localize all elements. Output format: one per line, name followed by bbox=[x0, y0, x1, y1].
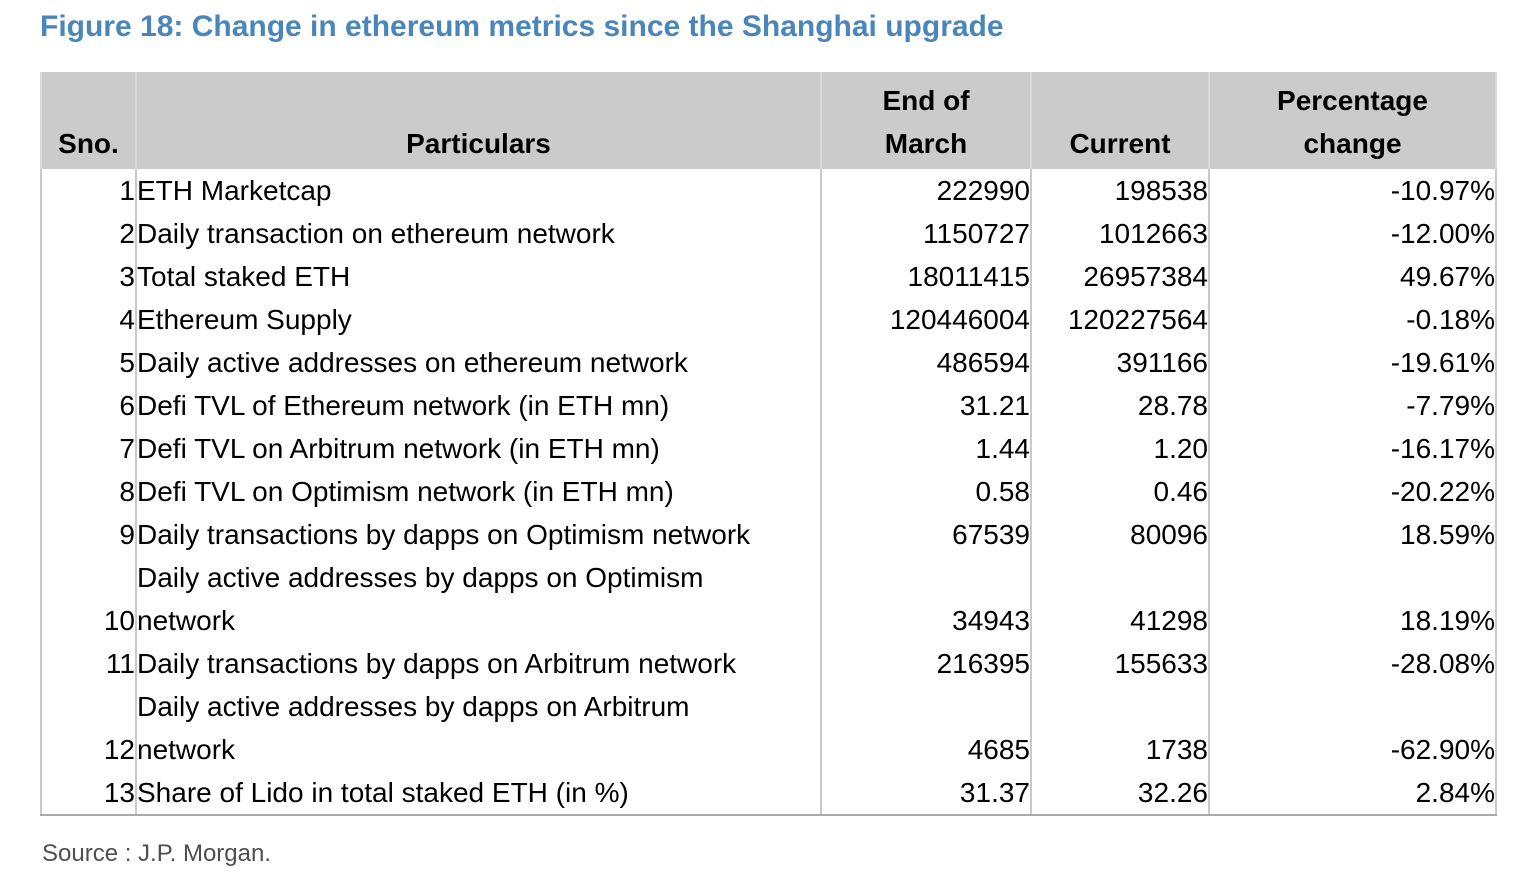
cell-pct-change: -12.00% bbox=[1208, 212, 1497, 255]
table-row: 9 Daily transactions by dapps on Optimis… bbox=[40, 513, 1497, 556]
table-row: 2 Daily transaction on ethereum network … bbox=[40, 212, 1497, 255]
table-row: 12 Daily active addresses by dapps on Ar… bbox=[40, 685, 1497, 771]
cell-end-of-march: 120446004 bbox=[820, 298, 1032, 341]
cell-current: 120227564 bbox=[1030, 298, 1210, 341]
table-row: 11 Daily transactions by dapps on Arbitr… bbox=[40, 642, 1497, 685]
cell-current: 155633 bbox=[1030, 642, 1210, 685]
cell-current: 1.20 bbox=[1030, 427, 1210, 470]
cell-pct-change: -0.18% bbox=[1208, 298, 1497, 341]
cell-current: 32.26 bbox=[1030, 771, 1210, 816]
cell-particulars: Daily active addresses by dapps on Optim… bbox=[135, 556, 822, 642]
cell-pct-change: -16.17% bbox=[1208, 427, 1497, 470]
cell-sno: 13 bbox=[40, 771, 137, 816]
cell-particulars: Share of Lido in total staked ETH (in %) bbox=[135, 771, 822, 816]
cell-current: 391166 bbox=[1030, 341, 1210, 384]
cell-pct-change: -28.08% bbox=[1208, 642, 1497, 685]
cell-end-of-march: 1.44 bbox=[820, 427, 1032, 470]
cell-sno: 8 bbox=[40, 470, 137, 513]
header-end-of-march: End of March bbox=[820, 72, 1032, 169]
cell-current: 0.46 bbox=[1030, 470, 1210, 513]
cell-end-of-march: 216395 bbox=[820, 642, 1032, 685]
cell-particulars: ETH Marketcap bbox=[135, 169, 822, 212]
cell-sno: 12 bbox=[40, 685, 137, 771]
table-row: 5 Daily active addresses on ethereum net… bbox=[40, 341, 1497, 384]
cell-particulars: Total staked ETH bbox=[135, 255, 822, 298]
cell-particulars: Defi TVL on Optimism network (in ETH mn) bbox=[135, 470, 822, 513]
cell-pct-change: 18.19% bbox=[1208, 556, 1497, 642]
cell-end-of-march: 34943 bbox=[820, 556, 1032, 642]
header-particulars: Particulars bbox=[135, 72, 822, 169]
cell-end-of-march: 31.37 bbox=[820, 771, 1032, 816]
cell-current: 1012663 bbox=[1030, 212, 1210, 255]
table-header-row: Sno. Particulars End of March Current Pe… bbox=[40, 72, 1497, 169]
cell-sno: 7 bbox=[40, 427, 137, 470]
cell-end-of-march: 31.21 bbox=[820, 384, 1032, 427]
cell-particulars: Daily transactions by dapps on Optimism … bbox=[135, 513, 822, 556]
cell-pct-change: -10.97% bbox=[1208, 169, 1497, 212]
cell-sno: 1 bbox=[40, 169, 137, 212]
cell-sno: 10 bbox=[40, 556, 137, 642]
source-note: Source : J.P. Morgan. bbox=[42, 840, 272, 867]
cell-current: 28.78 bbox=[1030, 384, 1210, 427]
cell-pct-change: -62.90% bbox=[1208, 685, 1497, 771]
table-row: 10 Daily active addresses by dapps on Op… bbox=[40, 556, 1497, 642]
cell-pct-change: -19.61% bbox=[1208, 341, 1497, 384]
cell-end-of-march: 67539 bbox=[820, 513, 1032, 556]
figure-title: Figure 18: Change in ethereum metrics si… bbox=[40, 10, 1004, 43]
header-sno: Sno. bbox=[40, 72, 137, 169]
cell-sno: 3 bbox=[40, 255, 137, 298]
table-row: 4 Ethereum Supply 120446004 120227564 -0… bbox=[40, 298, 1497, 341]
cell-particulars: Daily active addresses on ethereum netwo… bbox=[135, 341, 822, 384]
cell-end-of-march: 1150727 bbox=[820, 212, 1032, 255]
cell-particulars: Defi TVL of Ethereum network (in ETH mn) bbox=[135, 384, 822, 427]
cell-end-of-march: 222990 bbox=[820, 169, 1032, 212]
cell-sno: 9 bbox=[40, 513, 137, 556]
cell-sno: 11 bbox=[40, 642, 137, 685]
cell-sno: 2 bbox=[40, 212, 137, 255]
header-pct-change: Percentage change bbox=[1208, 72, 1497, 169]
table-row: 1 ETH Marketcap 222990 198538 -10.97% bbox=[40, 169, 1497, 212]
table-row: 3 Total staked ETH 18011415 26957384 49.… bbox=[40, 255, 1497, 298]
table-row: 8 Defi TVL on Optimism network (in ETH m… bbox=[40, 470, 1497, 513]
header-current: Current bbox=[1030, 72, 1210, 169]
cell-sno: 4 bbox=[40, 298, 137, 341]
cell-particulars: Defi TVL on Arbitrum network (in ETH mn) bbox=[135, 427, 822, 470]
cell-current: 1738 bbox=[1030, 685, 1210, 771]
table-row: 6 Defi TVL of Ethereum network (in ETH m… bbox=[40, 384, 1497, 427]
cell-pct-change: 2.84% bbox=[1208, 771, 1497, 816]
cell-particulars: Ethereum Supply bbox=[135, 298, 822, 341]
cell-pct-change: -20.22% bbox=[1208, 470, 1497, 513]
cell-pct-change: 49.67% bbox=[1208, 255, 1497, 298]
cell-end-of-march: 4685 bbox=[820, 685, 1032, 771]
cell-particulars: Daily active addresses by dapps on Arbit… bbox=[135, 685, 822, 771]
table-row: 13 Share of Lido in total staked ETH (in… bbox=[40, 771, 1497, 816]
cell-pct-change: -7.79% bbox=[1208, 384, 1497, 427]
metrics-table: Sno. Particulars End of March Current Pe… bbox=[40, 72, 1497, 816]
cell-current: 198538 bbox=[1030, 169, 1210, 212]
cell-end-of-march: 18011415 bbox=[820, 255, 1032, 298]
cell-pct-change: 18.59% bbox=[1208, 513, 1497, 556]
cell-current: 41298 bbox=[1030, 556, 1210, 642]
table-row: 7 Defi TVL on Arbitrum network (in ETH m… bbox=[40, 427, 1497, 470]
cell-end-of-march: 486594 bbox=[820, 341, 1032, 384]
cell-sno: 5 bbox=[40, 341, 137, 384]
cell-sno: 6 bbox=[40, 384, 137, 427]
cell-current: 26957384 bbox=[1030, 255, 1210, 298]
cell-particulars: Daily transactions by dapps on Arbitrum … bbox=[135, 642, 822, 685]
cell-end-of-march: 0.58 bbox=[820, 470, 1032, 513]
cell-particulars: Daily transaction on ethereum network bbox=[135, 212, 822, 255]
cell-current: 80096 bbox=[1030, 513, 1210, 556]
